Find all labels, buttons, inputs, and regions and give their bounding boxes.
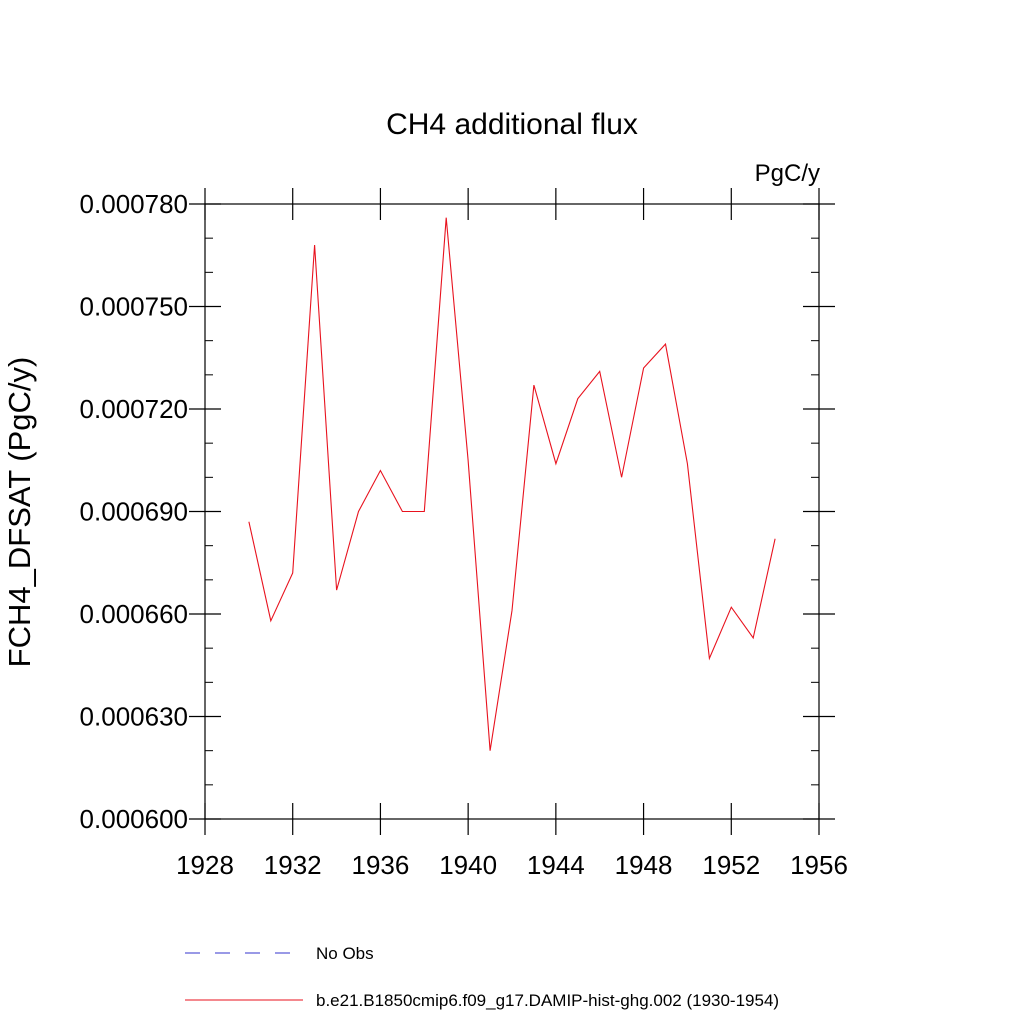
x-tick-label: 1948 (615, 850, 673, 880)
y-tick-label: 0.000660 (80, 599, 188, 629)
x-tick-label: 1944 (527, 850, 585, 880)
units-label: PgC/y (755, 160, 820, 187)
y-tick-labels: 0.000600 0.000630 0.000660 0.000690 0.000720… (80, 189, 188, 834)
y-tick-label: 0.000750 (80, 292, 188, 322)
y-tick-label: 0.000720 (80, 394, 188, 424)
series-layer (248, 217, 776, 751)
axis-ticks (189, 188, 835, 835)
y-tick-label: 0.000600 (80, 804, 188, 834)
y-axis-label: FCH4_DFSAT (PgC/y) (2, 357, 37, 668)
y-tick-label: 0.000690 (80, 497, 188, 527)
x-tick-label: 1932 (264, 850, 322, 880)
x-tick-label: 1956 (790, 850, 848, 880)
x-tick-labels: 1928 1932 1936 1940 1944 1948 1952 1956 (176, 850, 848, 880)
x-tick-label: 1952 (702, 850, 760, 880)
plot-area: 1928 1932 1936 1940 1944 1948 1952 1956 0.00060… (80, 188, 848, 880)
x-tick-label: 1940 (439, 850, 497, 880)
legend: No Obs b.e21.B1850cmip6.f09_g17.DAMIP-hi… (185, 944, 779, 1010)
x-tick-label: 1928 (176, 850, 234, 880)
y-tick-label: 0.000780 (80, 189, 188, 219)
x-tick-label: 1936 (352, 850, 410, 880)
legend-label-no-obs: No Obs (316, 944, 374, 963)
y-tick-label: 0.000630 (80, 702, 188, 732)
chart-title: CH4 additional flux (386, 108, 638, 141)
series-line (248, 217, 776, 751)
legend-label-series: b.e21.B1850cmip6.f09_g17.DAMIP-hist-ghg.… (316, 991, 779, 1010)
